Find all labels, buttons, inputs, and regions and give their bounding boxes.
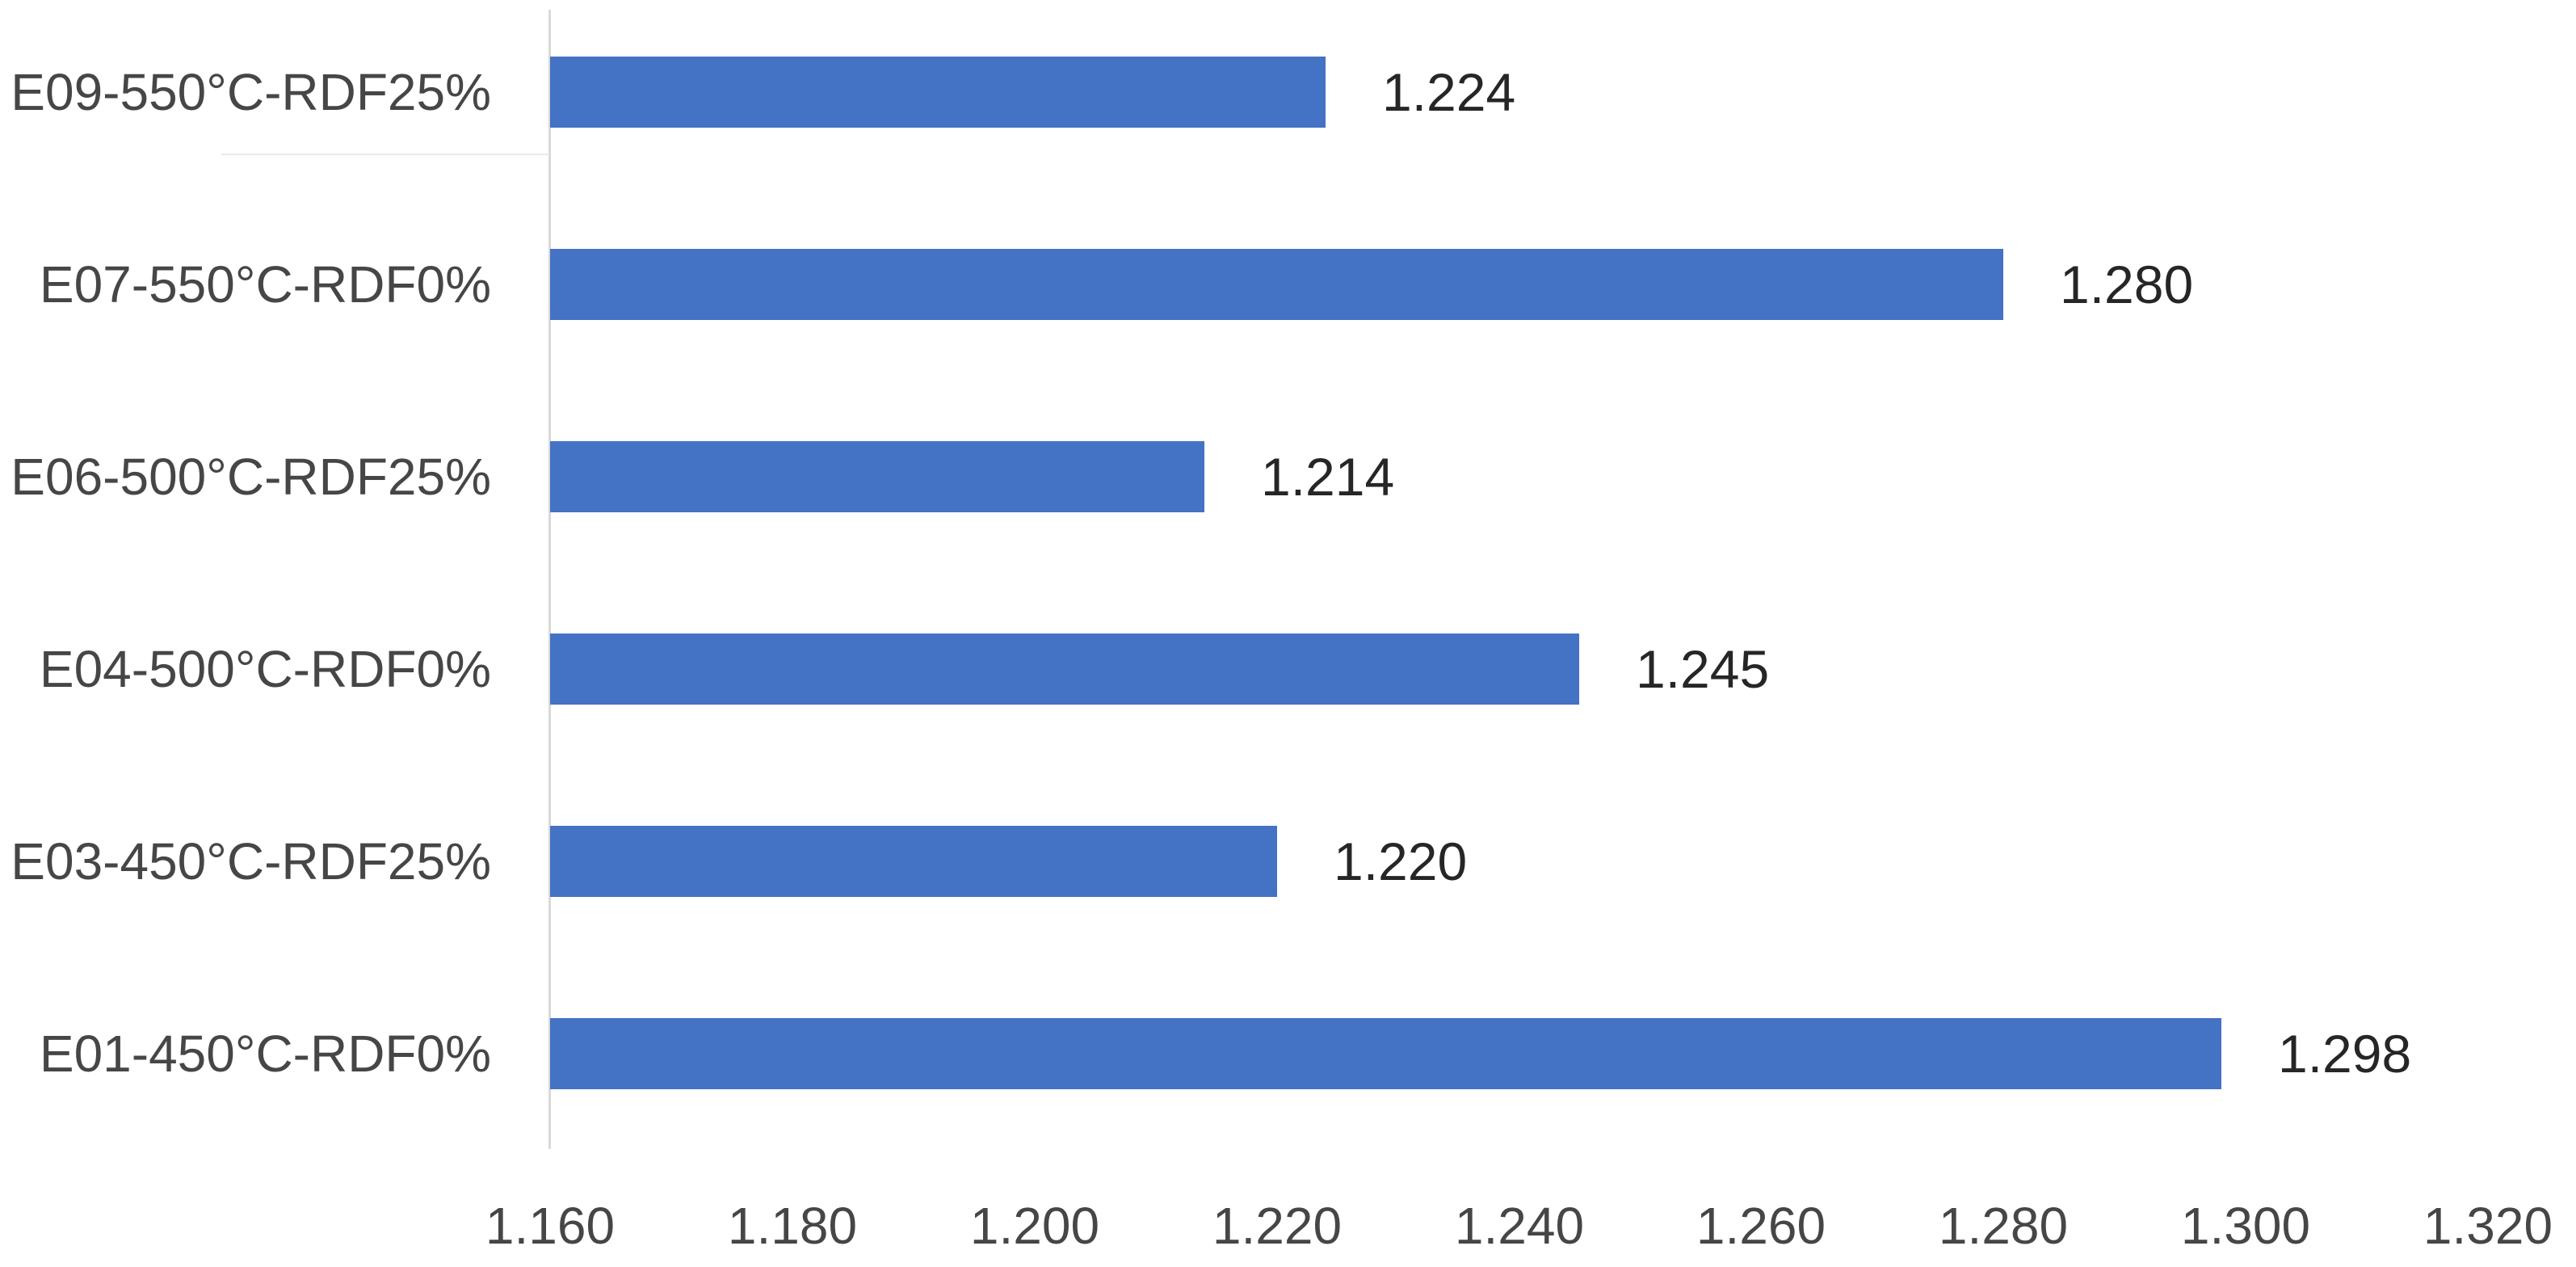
data-label: 1.245 <box>1636 639 1770 699</box>
x-axis-tick-label: 1.180 <box>727 1197 858 1255</box>
category-axis-line <box>548 10 551 1149</box>
x-axis-tick-label: 1.260 <box>1696 1197 1826 1255</box>
x-axis-tick-label: 1.220 <box>1212 1197 1343 1255</box>
data-label: 1.224 <box>1382 62 1516 122</box>
bar <box>550 249 2003 320</box>
bar <box>550 1018 2221 1089</box>
x-axis-tick-label: 1.240 <box>1454 1197 1585 1255</box>
bar <box>550 441 1204 512</box>
x-axis-tick-label: 1.320 <box>2423 1197 2553 1255</box>
category-label: E04-500°C-RDF0% <box>39 640 491 698</box>
x-axis-tick-label: 1.300 <box>2180 1197 2311 1255</box>
bar <box>550 826 1277 897</box>
category-label: E07-550°C-RDF0% <box>39 255 491 314</box>
bar <box>550 634 1579 705</box>
category-label: E03-450°C-RDF25% <box>11 832 491 890</box>
category-label: E09-550°C-RDF25% <box>11 63 491 121</box>
category-label: E01-450°C-RDF0% <box>39 1025 491 1083</box>
data-label: 1.298 <box>2278 1024 2412 1084</box>
data-label: 1.220 <box>1334 831 1468 891</box>
x-axis-tick-label: 1.280 <box>1938 1197 2069 1255</box>
category-label: E06-500°C-RDF25% <box>11 448 491 506</box>
data-label: 1.280 <box>2060 255 2194 314</box>
x-axis-tick-label: 1.160 <box>485 1197 616 1255</box>
data-label: 1.214 <box>1261 447 1395 507</box>
faint-divider-line <box>221 154 549 155</box>
bar <box>550 57 1326 128</box>
x-axis-tick-label: 1.200 <box>969 1197 1100 1255</box>
